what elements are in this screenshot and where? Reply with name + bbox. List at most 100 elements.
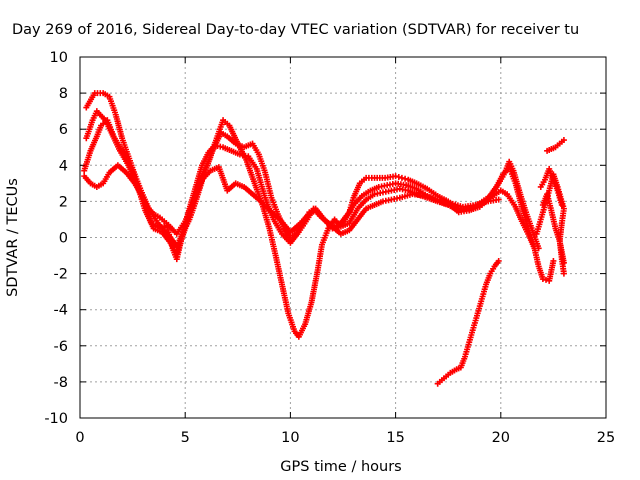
data-point-fill	[314, 207, 326, 221]
data-point-fill	[271, 218, 284, 235]
data-point-fill	[175, 220, 187, 235]
y-tick-label: 6	[59, 122, 68, 138]
data-point-fill	[559, 208, 567, 224]
data-point-fill	[395, 180, 407, 188]
data-point-fill	[532, 247, 542, 268]
data-point-fill	[156, 221, 166, 232]
series-trace	[83, 90, 542, 252]
data-point-fill	[458, 355, 468, 369]
data-point-fill	[226, 134, 237, 146]
data-point-fill	[160, 230, 173, 245]
y-axis-label: SDTVAR / TECUs	[5, 178, 21, 297]
data-point-fill	[539, 179, 547, 188]
data-point-fill	[399, 186, 409, 193]
data-point-fill	[269, 197, 280, 215]
data-point-fill	[458, 206, 470, 213]
y-tick-label: -4	[54, 303, 68, 319]
data-point-fill	[242, 185, 254, 196]
data-point-fill	[210, 131, 223, 152]
data-point-fill	[356, 198, 368, 210]
data-point-fill	[551, 178, 560, 192]
data-point-fill	[289, 230, 298, 239]
series-trace	[544, 137, 567, 154]
data-point-fill	[436, 194, 450, 204]
data-point-fill	[557, 240, 565, 253]
y-tick-label: -10	[44, 411, 68, 427]
data-point-fill	[478, 200, 487, 208]
data-point-fill	[214, 143, 224, 150]
data-point-fill	[246, 155, 259, 170]
data-point-fill	[447, 199, 460, 211]
data-point-fill	[150, 221, 161, 231]
data-point-fill	[108, 163, 120, 175]
data-point-fill	[358, 176, 367, 185]
y-tick-label: 2	[59, 194, 68, 210]
data-series	[81, 90, 567, 387]
data-point-fill	[352, 194, 364, 207]
data-point-fill	[487, 197, 500, 204]
data-point-fill	[94, 90, 104, 97]
data-point-fill	[113, 113, 125, 140]
data-point	[398, 174, 405, 181]
data-point-fill	[259, 200, 271, 212]
y-tick-label: 10	[50, 50, 68, 66]
data-point-fill	[365, 174, 375, 181]
data-point-fill	[387, 181, 396, 188]
data-point-fill	[220, 131, 229, 139]
data-point-fill	[378, 182, 388, 190]
data-point-fill	[322, 218, 334, 230]
data-point-fill	[374, 190, 384, 197]
data-point-fill	[555, 190, 565, 206]
data-point-fill	[250, 142, 261, 156]
data-point-fill	[147, 209, 160, 224]
data-point-fill	[90, 110, 99, 121]
data-point-fill	[89, 181, 98, 189]
data-point-fill	[286, 312, 297, 333]
x-tick-label: 0	[75, 430, 84, 446]
data-point-fill	[126, 155, 137, 176]
data-point-fill	[181, 218, 192, 233]
plot-frame	[79, 56, 607, 419]
data-point-fill	[426, 187, 439, 198]
data-point	[539, 276, 546, 283]
data-point-fill	[488, 265, 497, 275]
data-point-fill	[280, 232, 292, 245]
data-point-fill	[543, 276, 549, 283]
data-point-fill	[315, 244, 325, 271]
data-point-fill	[100, 119, 109, 127]
data-point-fill	[282, 227, 293, 239]
data-point-fill	[513, 205, 524, 223]
data-point-fill	[534, 218, 544, 235]
y-tick-label: -8	[54, 375, 68, 391]
data-point-fill	[152, 226, 163, 235]
data-point-fill	[479, 283, 489, 300]
x-tick-label: 5	[181, 430, 190, 446]
data-point-fill	[230, 148, 241, 157]
data-point-fill	[124, 171, 137, 185]
data-point-fill	[490, 182, 501, 194]
data-point-fill	[94, 124, 104, 138]
data-point-fill	[279, 283, 291, 315]
data-point-fill	[339, 211, 351, 225]
x-tick-label: 15	[386, 430, 404, 446]
data-point-fill	[536, 265, 546, 280]
data-point-fill	[295, 221, 305, 234]
data-point-fill	[273, 254, 285, 286]
data-point	[560, 270, 567, 277]
data-point-fill	[174, 231, 186, 248]
data-point-fill	[201, 150, 215, 176]
data-point-fill	[243, 141, 254, 150]
data-point-fill	[193, 173, 207, 203]
data-point-fill	[507, 160, 516, 172]
data-point-fill	[319, 227, 331, 246]
data-point-fill	[356, 207, 368, 221]
data-point	[558, 202, 565, 209]
data-point-fill	[167, 223, 179, 236]
data-point-fill	[308, 269, 321, 304]
data-point-fill	[519, 220, 531, 235]
data-point-fill	[331, 221, 342, 231]
tick-labels: 0 5 10 15 20 25 -10 -8 -6 -4 -2 0 2 4 6 8 10	[44, 50, 615, 446]
data-point-fill	[402, 175, 409, 182]
data-point-fill	[492, 259, 501, 268]
